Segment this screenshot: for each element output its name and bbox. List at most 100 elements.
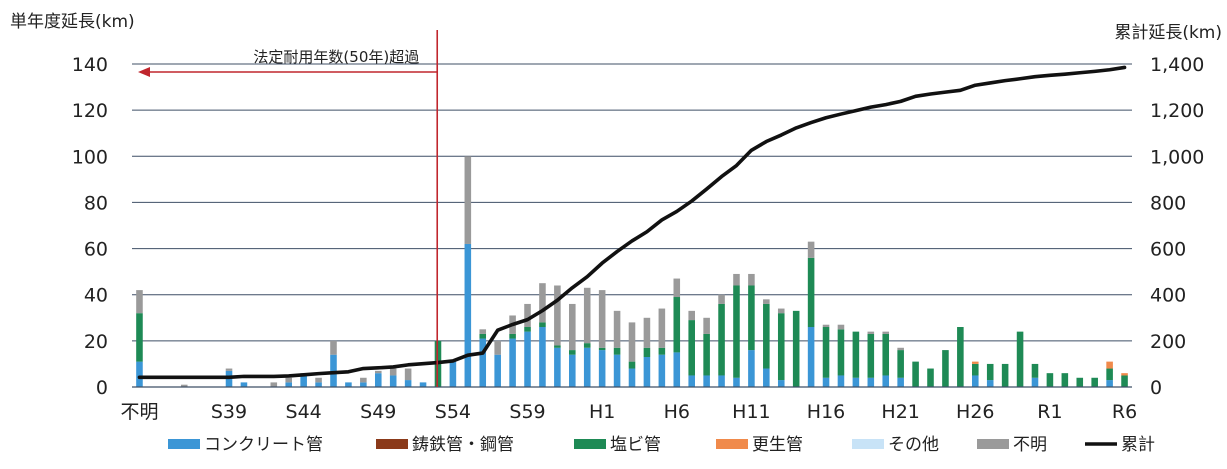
x-tick-label: R1 [1037,401,1062,423]
cumulative-line-layer [137,65,1127,380]
legend: コンクリート管 鋳鉄管・鋼管 塩ビ管 更生管 その他 不明 累計 [168,435,1155,455]
x-tick-label: H21 [881,401,919,423]
bar-segment [315,382,322,387]
bar-segment [912,361,919,387]
legend-swatch [852,439,884,449]
bar-segment [733,273,740,286]
legend-label: その他 [888,435,939,455]
bar-segment [330,340,337,355]
bar-segment [972,375,979,387]
bar-segment [1121,375,1128,387]
bar-segment [374,370,382,374]
bar-segment [628,361,636,369]
bar-segment [389,375,397,387]
bar-segment [583,343,591,348]
bar-segment [1106,368,1113,381]
bar-segment [419,382,427,387]
bar-segment [837,375,845,387]
left-tick-label: 120 [72,100,108,122]
legend-label: 累計 [1121,435,1155,455]
bar-segment [300,375,307,387]
left-tick-label: 20 [84,331,108,353]
bar-segment [180,384,188,387]
annotation: 法定耐用年数(50年)超過 [138,30,439,387]
bar-segment [494,354,501,387]
bar-segment [867,377,875,387]
bar-segment [554,347,561,387]
legend-label: 不明 [1013,435,1047,455]
bar-segment [628,368,636,387]
right-tick-label: 1,000 [1150,146,1204,168]
bar-segment [330,354,337,387]
x-tick-label: S59 [509,401,545,423]
x-tick-label: 不明 [120,401,158,423]
bar-segment [822,327,830,378]
bar-segment [718,303,725,376]
cumulative-line [137,65,1127,380]
left-axis-title: 単年度延長(km) [10,12,135,32]
bar-segment [852,331,860,378]
right-tick-label: 1,200 [1150,100,1204,122]
bar-segment [822,324,830,328]
bar-segment [598,347,606,351]
right-axis-title: 累計延長(km) [1114,23,1222,43]
bar-segment [345,382,352,387]
bar-segment [688,310,695,321]
bar-segment [673,278,681,298]
bar-segment [404,368,412,381]
legend-swatch [574,439,606,449]
bar-segment [613,354,621,387]
bar-segment [867,333,875,378]
right-tick-label: 600 [1150,239,1186,261]
bar-segment [524,327,531,332]
bar-segment [1031,377,1039,387]
legend-swatch [376,439,408,449]
bar-segment [942,350,949,387]
x-tick-label: H11 [732,401,770,423]
bar-segment [972,361,979,364]
bar-segment [718,375,725,387]
bar-segment [986,380,994,387]
x-tick-label: H26 [956,401,994,423]
bar-segment [524,303,531,328]
legend-swatch [977,439,1009,449]
axes: 0 20 40 60 80 100 120 140 0 200 400 600 800 1,000 1,20… [72,54,1205,423]
bar-segment [882,331,890,334]
x-tick-label: S39 [211,401,247,423]
bar-segment [554,345,561,348]
bar-segment [479,333,487,339]
bar-segment [225,368,233,371]
legend-swatch [168,439,200,449]
bar-segment [1016,331,1024,387]
bar-segment [897,350,904,378]
bar-segment [703,375,710,387]
x-tick-label: R6 [1112,401,1137,423]
bar-segment [1031,363,1039,378]
right-tick-label: 400 [1150,285,1186,307]
bar-segment [360,377,367,383]
bar-segment [285,382,292,387]
bar-segment [822,377,830,387]
bar-segment [643,357,651,387]
bar-segment [643,317,651,348]
bar-segment [1001,363,1009,387]
bar-segment [703,333,710,376]
x-tick-label: S54 [435,401,471,423]
bar-segment [1106,361,1113,369]
bar-segment [598,290,606,348]
right-tick-label: 0 [1150,377,1162,399]
bar-segment [464,243,472,387]
bar-segment [270,382,278,387]
bar-segment [777,380,785,387]
bar-segment [882,333,890,376]
bar-segment [1061,373,1069,387]
bar-segment [389,368,397,376]
bar-segment [479,329,487,334]
bar-segment [897,347,904,351]
x-tick-label: H6 [664,401,690,423]
bar-segment [882,375,890,387]
bar-segment [136,361,143,387]
bar-segment [1046,373,1054,387]
bar-segment [1106,380,1113,387]
